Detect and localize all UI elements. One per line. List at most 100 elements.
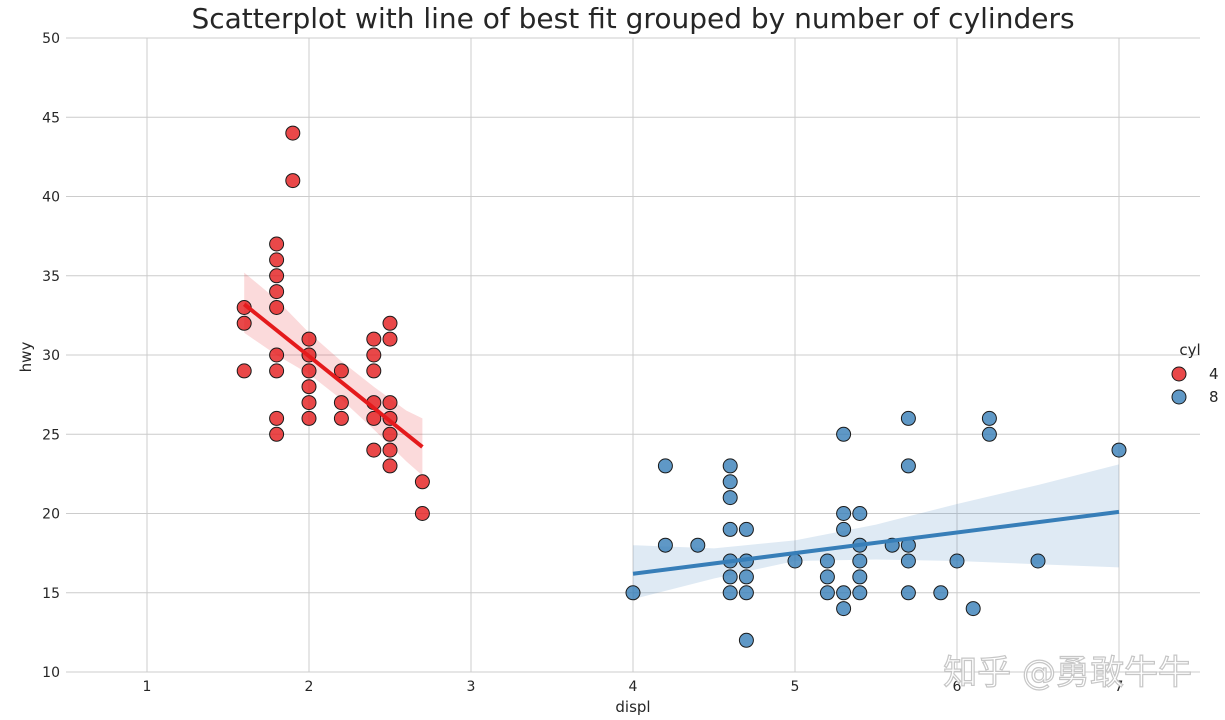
data-point-4	[236, 363, 252, 379]
y-tick-label: 25	[42, 427, 60, 443]
data-point-8	[722, 458, 738, 474]
data-point-8	[1030, 553, 1046, 569]
data-point-4	[414, 506, 430, 521]
data-point-8	[787, 553, 803, 569]
data-point-4	[269, 363, 285, 379]
y-tick-label: 35	[42, 269, 60, 285]
data-point-4	[366, 363, 382, 379]
data-point-8	[722, 521, 738, 537]
data-point-8	[657, 458, 673, 474]
data-point-8	[722, 490, 738, 506]
data-point-8	[900, 553, 916, 569]
legend-label-4: 4	[1209, 365, 1219, 383]
data-point-8	[852, 506, 868, 521]
data-point-4	[301, 363, 317, 379]
watermark-text: 知乎 @勇敢牛牛	[943, 653, 1192, 693]
data-point-8	[836, 601, 852, 617]
data-point-8	[949, 553, 965, 569]
data-points	[236, 125, 1127, 648]
grid	[66, 37, 1200, 673]
fit-line-4	[242, 302, 424, 449]
data-point-4	[269, 284, 285, 300]
y-tick-label: 40	[42, 190, 60, 206]
data-point-8	[900, 458, 916, 474]
data-point-4	[285, 125, 301, 141]
data-point-4	[382, 442, 398, 458]
data-point-8	[738, 585, 754, 601]
x-tick-label: 7	[1115, 679, 1124, 695]
x-tick-label: 3	[467, 679, 476, 695]
data-point-4	[285, 173, 301, 189]
data-point-8	[738, 632, 754, 648]
data-point-4	[301, 379, 317, 395]
data-point-4	[382, 458, 398, 474]
data-point-8	[819, 553, 835, 569]
data-point-4	[269, 410, 285, 426]
data-point-4	[366, 442, 382, 458]
data-point-4	[301, 331, 317, 347]
legend-label-8: 8	[1209, 388, 1219, 406]
confidence-band-8	[633, 464, 1119, 600]
data-point-8	[722, 474, 738, 490]
y-tick-label: 10	[42, 665, 60, 681]
chart-title: Scatterplot with line of best fit groupe…	[191, 2, 1074, 35]
data-point-4	[269, 268, 285, 284]
data-point-4	[366, 410, 382, 426]
legend-marker-4	[1171, 366, 1187, 382]
legend: cyl 4 8	[1171, 341, 1219, 406]
data-point-8	[625, 585, 641, 601]
data-point-8	[900, 585, 916, 601]
data-point-8	[738, 569, 754, 585]
data-point-4	[382, 395, 398, 411]
data-point-4	[269, 300, 285, 315]
data-point-4	[333, 363, 349, 379]
x-tick-label: 4	[629, 679, 638, 695]
data-point-8	[738, 521, 754, 537]
data-point-4	[269, 347, 285, 363]
data-point-4	[269, 236, 285, 252]
data-point-4	[382, 331, 398, 347]
y-tick-label: 15	[42, 586, 60, 602]
data-point-4	[301, 395, 317, 411]
y-tick-label: 45	[42, 110, 60, 126]
data-point-4	[269, 252, 285, 268]
data-point-8	[1111, 442, 1127, 458]
data-point-8	[852, 569, 868, 585]
fit-line-8	[632, 509, 1120, 576]
x-tick-labels: 1 2 3 4 5 6 7	[143, 679, 1124, 695]
data-point-8	[852, 553, 868, 569]
x-tick-label: 1	[143, 679, 152, 695]
y-tick-label: 30	[42, 348, 60, 364]
data-point-8	[981, 410, 997, 426]
data-point-8	[819, 585, 835, 601]
data-point-4	[382, 426, 398, 442]
x-axis-label: displ	[615, 698, 650, 716]
x-tick-label: 5	[791, 679, 800, 695]
data-point-4	[333, 410, 349, 426]
data-point-8	[722, 569, 738, 585]
x-tick-label: 6	[953, 679, 962, 695]
data-point-8	[690, 537, 706, 553]
data-point-4	[366, 347, 382, 363]
data-point-8	[836, 426, 852, 442]
data-point-4	[236, 315, 252, 331]
data-point-8	[836, 506, 852, 521]
data-point-4	[382, 315, 398, 331]
data-point-8	[836, 585, 852, 601]
data-point-8	[819, 569, 835, 585]
data-point-4	[301, 410, 317, 426]
data-point-8	[852, 585, 868, 601]
data-point-4	[414, 474, 430, 490]
legend-marker-8	[1171, 389, 1187, 405]
data-point-8	[981, 426, 997, 442]
legend-title: cyl	[1179, 341, 1200, 359]
data-point-4	[366, 331, 382, 347]
data-point-8	[900, 410, 916, 426]
data-point-4	[333, 395, 349, 411]
x-tick-label: 2	[305, 679, 314, 695]
data-point-8	[965, 601, 981, 617]
fit-lines	[242, 302, 1120, 576]
data-point-8	[722, 585, 738, 601]
data-point-4	[269, 426, 285, 442]
